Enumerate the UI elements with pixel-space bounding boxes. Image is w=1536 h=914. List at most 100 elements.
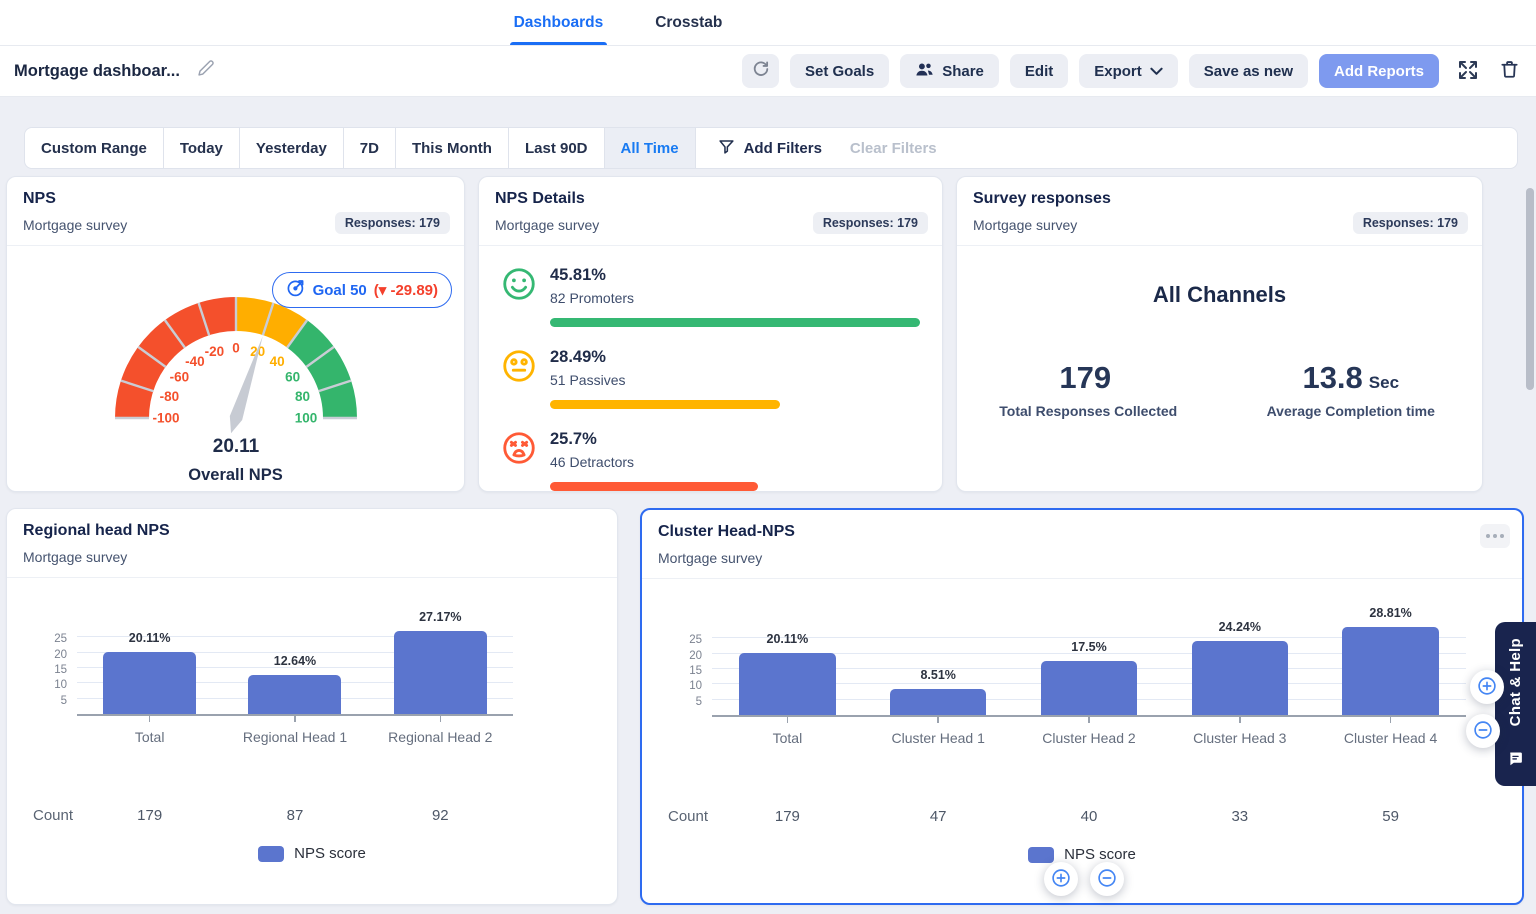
refresh-button[interactable] <box>742 54 779 88</box>
promoters-bar[interactable] <box>550 318 920 327</box>
card-subtitle: Mortgage survey <box>23 217 128 233</box>
date-range-yesterday[interactable]: Yesterday <box>239 128 344 168</box>
share-button[interactable]: Share <box>900 54 999 88</box>
share-label: Share <box>942 62 984 80</box>
bar-value-label: 20.11% <box>766 632 809 647</box>
clear-filters-button[interactable]: Clear Filters <box>849 139 937 157</box>
goal-badge[interactable]: Goal 50 (▾ -29.89) <box>271 272 452 308</box>
bar-column: 24.24% <box>1164 620 1315 715</box>
detractors-bar[interactable] <box>550 482 758 491</box>
rename-dashboard-button[interactable] <box>196 59 215 83</box>
card-header: Cluster Head-NPS Mortgage survey <box>642 510 1522 579</box>
passives-bar[interactable] <box>550 400 781 409</box>
save-as-new-button[interactable]: Save as new <box>1188 54 1308 88</box>
survey-responses-card: Survey responses Mortgage survey Respons… <box>956 176 1483 492</box>
y-axis: 5 10 15 20 25 <box>650 625 712 717</box>
svg-text:60: 60 <box>285 369 300 384</box>
x-axis-category: Cluster Head 2 <box>1014 717 1165 746</box>
share-people-icon <box>915 61 934 82</box>
card-header: Regional head NPS Mortgage survey <box>7 509 617 578</box>
date-range-custom-range[interactable]: Custom Range <box>25 128 164 168</box>
svg-text:0: 0 <box>232 341 240 356</box>
chart-bar[interactable] <box>248 675 342 714</box>
add-reports-button[interactable]: Add Reports <box>1319 54 1439 88</box>
minus-circle-icon <box>1096 867 1118 892</box>
date-range-today[interactable]: Today <box>163 128 240 168</box>
fullscreen-button[interactable] <box>1454 56 1482 87</box>
tab-crosstab[interactable]: Crosstab <box>655 13 723 31</box>
page-zoom-out-button[interactable] <box>1466 714 1500 748</box>
x-axis-category: Regional Head 2 <box>368 716 513 745</box>
vertical-scrollbar[interactable] <box>1526 188 1534 390</box>
date-range-7d[interactable]: 7D <box>343 128 396 168</box>
x-axis-label: Cluster Head 4 <box>1343 730 1438 746</box>
gauge-body: Goal 50 (▾ -29.89) -100-80-60-40-2002040… <box>7 256 464 485</box>
date-range-this-month[interactable]: This Month <box>395 128 509 168</box>
stat-label: Average Completion time <box>1266 403 1435 419</box>
refresh-icon <box>752 60 770 82</box>
set-goals-button[interactable]: Set Goals <box>790 54 890 88</box>
chart-plot-row: 5 10 15 20 25 20.11% 12.64% 27.17% <box>15 610 513 716</box>
card-subtitle: Mortgage survey <box>658 550 763 566</box>
chart-zoom-out-button[interactable] <box>1090 862 1124 896</box>
svg-text:-40: -40 <box>185 354 205 369</box>
detractors-percent: 25.7% <box>550 430 597 448</box>
x-axis-category: Cluster Head 3 <box>1164 717 1315 746</box>
chart-zoom-in-button[interactable] <box>1044 862 1078 896</box>
regional-head-nps-card: Regional head NPS Mortgage survey 5 10 15 2… <box>6 508 618 905</box>
top-nav: Dashboards Crosstab <box>0 0 1536 46</box>
x-axis-label: Cluster Head 3 <box>1193 730 1287 746</box>
x-axis-label: Regional Head 1 <box>242 729 348 745</box>
stat-value: 179 <box>1059 360 1112 395</box>
y-axis-tick: 20 <box>54 648 67 661</box>
chart-legend[interactable]: NPS score <box>7 845 617 862</box>
x-axis-tick <box>786 717 789 723</box>
count-gutter: Count <box>650 808 712 826</box>
chart-bar[interactable] <box>393 630 487 714</box>
x-axis-labels: Total Regional Head 1 Regional Head 2 <box>15 716 513 745</box>
card-menu-button[interactable] <box>1480 524 1510 548</box>
card-title: NPS Details <box>495 190 585 207</box>
responses-badge: Responses: 179 <box>334 212 450 234</box>
legend-label: NPS score <box>1064 846 1136 863</box>
chart-bar[interactable] <box>739 653 836 715</box>
chart-bar[interactable] <box>1040 661 1138 715</box>
chart-bar[interactable] <box>103 652 197 714</box>
chart-bar[interactable] <box>889 688 987 715</box>
expand-icon <box>1456 58 1480 85</box>
chart-bar[interactable] <box>1342 626 1439 715</box>
delete-dashboard-button[interactable] <box>1497 57 1522 85</box>
count-value: 33 <box>1231 808 1249 825</box>
cluster-head-nps-card: Cluster Head-NPS Mortgage survey 5 10 15 20… <box>640 508 1524 905</box>
export-button[interactable]: Export <box>1079 54 1178 88</box>
svg-text:-20: -20 <box>204 344 224 359</box>
date-range-last-90d[interactable]: Last 90D <box>508 128 605 168</box>
x-axis-tick <box>148 716 151 722</box>
y-axis-tick: 15 <box>689 665 702 677</box>
passives-count: 51 Passives <box>550 372 626 388</box>
stat-unit: Sec <box>1368 373 1400 392</box>
date-range-all-time[interactable]: All Time <box>604 128 695 168</box>
x-axis-gutter <box>15 716 77 745</box>
page-zoom-in-button[interactable] <box>1470 670 1504 704</box>
count-row-label: Count <box>668 808 709 825</box>
x-axis-tick <box>439 716 442 722</box>
add-filters-button[interactable]: Add Filters <box>718 138 822 159</box>
bar-column: 27.17% <box>368 610 513 714</box>
card-subtitle: Mortgage survey <box>23 549 128 565</box>
chart-bar[interactable] <box>1191 640 1289 715</box>
edit-button[interactable]: Edit <box>1009 54 1069 88</box>
bar-columns: 20.11% 12.64% 27.17% <box>77 610 513 714</box>
x-axis-tick <box>1088 717 1090 723</box>
bar-column: 12.64% <box>222 624 367 714</box>
chart-legend[interactable]: NPS score <box>642 846 1522 863</box>
responses-badge: Responses: 179 <box>812 212 928 234</box>
gridline <box>77 636 513 638</box>
passives-row: 28.49% 51 Passives <box>501 348 920 409</box>
chat-help-tab[interactable]: Chat & Help <box>1495 622 1536 786</box>
y-axis-tick: 25 <box>689 634 702 647</box>
tab-dashboards[interactable]: Dashboards <box>509 0 607 45</box>
y-axis-tick: 10 <box>689 680 702 693</box>
plus-circle-icon <box>1050 867 1072 892</box>
